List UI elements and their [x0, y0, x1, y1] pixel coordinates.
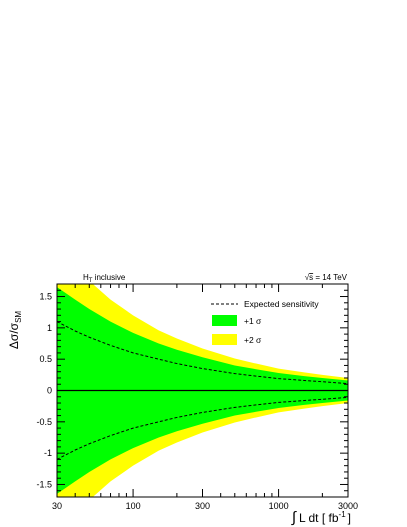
y-tick-label: 0: [47, 386, 52, 396]
header-right: √s = 14 TeV: [305, 273, 348, 282]
y-tick-label: 0.5: [39, 354, 52, 364]
legend-label-2sigma: +2 σ: [244, 335, 262, 345]
x-tick-label: 3000: [338, 501, 358, 511]
expected-line-lower: [57, 396, 348, 460]
header-left: HT inclusive: [83, 273, 126, 284]
legend-green-swatch: [212, 315, 237, 326]
tick-labels: 30 100 300 1000 3000 -1.5 -1 -0.5 0 0.5 1 1.5: [36, 292, 358, 511]
data-lines: [57, 321, 348, 460]
x-axis-label: ∫ L dt [ fb-1]: [291, 509, 351, 526]
legend-label-1sigma: +1 σ: [244, 316, 262, 326]
expected-line-upper: [57, 321, 348, 385]
y-axis-label: Δσ/σSM: [7, 311, 23, 350]
x-tick-label: 30: [52, 501, 62, 511]
x-tick-label: 300: [195, 501, 210, 511]
y-tick-label: -0.5: [36, 417, 52, 427]
legend-yellow-swatch: [212, 334, 237, 345]
x-tick-label: 1000: [269, 501, 289, 511]
y-tick-label: -1: [44, 448, 52, 458]
uncertainty-bands: [57, 284, 348, 497]
legend-label-expected: Expected sensitivity: [244, 299, 319, 309]
y-tick-label: 1.5: [39, 292, 52, 302]
legend: Expected sensitivity +1 σ +2 σ: [211, 299, 319, 345]
axis-ticks: [56, 283, 349, 498]
x-tick-label: 100: [126, 501, 141, 511]
y-tick-label: 1: [47, 323, 52, 333]
y-tick-label: -1.5: [36, 479, 52, 489]
